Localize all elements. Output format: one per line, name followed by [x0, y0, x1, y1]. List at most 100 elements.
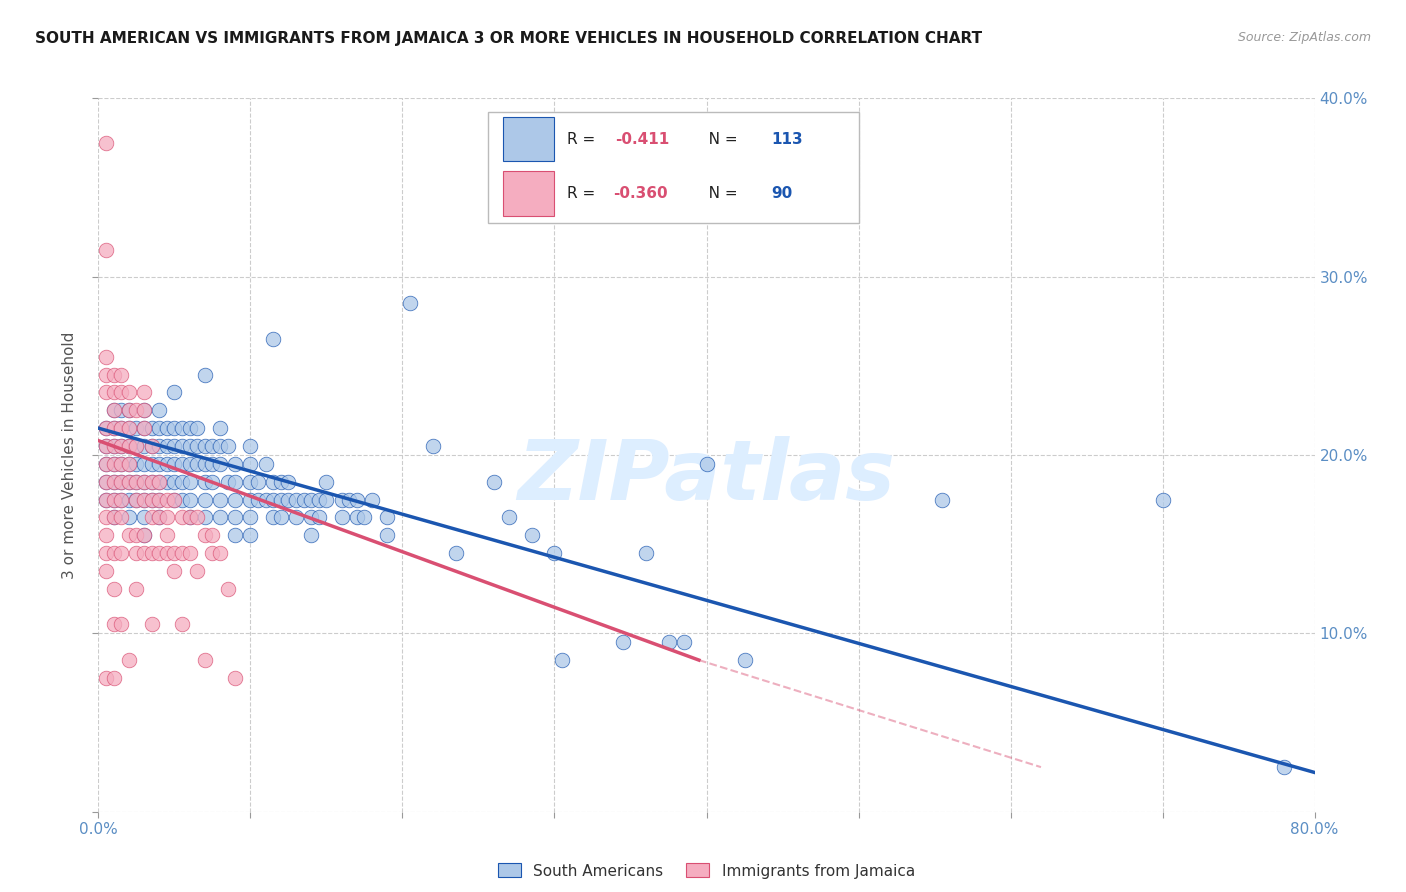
Point [125, 582, 148, 596]
Point [132, 403, 155, 417]
Point [239, 457, 262, 471]
Point [118, 403, 141, 417]
Text: 90: 90 [770, 186, 792, 201]
Point [94, 510, 117, 524]
Point [170, 439, 193, 453]
Point [224, 492, 246, 507]
Point [179, 457, 201, 471]
Point [148, 492, 170, 507]
FancyBboxPatch shape [503, 117, 554, 161]
Point [141, 546, 163, 560]
Point [194, 439, 217, 453]
Point [170, 475, 193, 489]
Point [179, 492, 201, 507]
Point [132, 475, 155, 489]
Point [299, 492, 322, 507]
Point [94, 671, 117, 685]
Point [94, 136, 117, 150]
Point [270, 510, 292, 524]
Point [118, 457, 141, 471]
Point [194, 475, 217, 489]
Point [170, 492, 193, 507]
Point [118, 403, 141, 417]
Point [270, 492, 292, 507]
Point [103, 475, 125, 489]
Point [103, 439, 125, 453]
Point [148, 510, 170, 524]
Point [239, 492, 262, 507]
Point [132, 492, 155, 507]
Point [132, 439, 155, 453]
Point [285, 492, 308, 507]
Point [103, 492, 125, 507]
Point [156, 439, 179, 453]
Point [141, 475, 163, 489]
Point [498, 510, 520, 524]
Text: N =: N = [695, 132, 742, 147]
Point [110, 546, 132, 560]
Point [163, 564, 186, 578]
Text: N =: N = [695, 186, 742, 201]
Point [217, 582, 239, 596]
Point [118, 475, 141, 489]
Text: 113: 113 [770, 132, 803, 147]
Point [94, 439, 117, 453]
Point [657, 635, 679, 649]
Point [118, 528, 141, 542]
Point [125, 475, 148, 489]
Point [103, 403, 125, 417]
Point [299, 528, 322, 542]
Point [170, 457, 193, 471]
Point [270, 475, 292, 489]
Point [931, 492, 953, 507]
Point [186, 421, 208, 435]
Text: -0.360: -0.360 [613, 186, 668, 201]
FancyBboxPatch shape [503, 171, 554, 216]
Point [132, 528, 155, 542]
Point [94, 492, 117, 507]
Point [94, 475, 117, 489]
Point [125, 457, 148, 471]
Point [141, 421, 163, 435]
Point [224, 528, 246, 542]
Point [148, 439, 170, 453]
Point [148, 457, 170, 471]
Point [132, 528, 155, 542]
Point [247, 492, 270, 507]
Point [262, 475, 284, 489]
Point [125, 403, 148, 417]
Point [148, 475, 170, 489]
Point [110, 475, 132, 489]
Text: ZIPatlas: ZIPatlas [517, 436, 896, 516]
Point [103, 457, 125, 471]
Point [163, 492, 186, 507]
Point [103, 421, 125, 435]
Text: SOUTH AMERICAN VS IMMIGRANTS FROM JAMAICA 3 OR MORE VEHICLES IN HOUSEHOLD CORREL: SOUTH AMERICAN VS IMMIGRANTS FROM JAMAIC… [35, 31, 983, 46]
Point [118, 385, 141, 400]
Point [179, 546, 201, 560]
Point [141, 492, 163, 507]
Point [110, 439, 132, 453]
Point [170, 546, 193, 560]
Point [239, 439, 262, 453]
Point [186, 439, 208, 453]
Point [209, 421, 232, 435]
Point [148, 510, 170, 524]
Point [132, 457, 155, 471]
Point [634, 546, 657, 560]
Point [148, 475, 170, 489]
Point [209, 457, 232, 471]
Point [444, 546, 467, 560]
Point [224, 457, 246, 471]
Point [103, 582, 125, 596]
Point [110, 421, 132, 435]
Point [194, 510, 217, 524]
Point [132, 492, 155, 507]
Point [94, 475, 117, 489]
Point [163, 546, 186, 560]
Point [118, 510, 141, 524]
Point [94, 439, 117, 453]
Point [141, 439, 163, 453]
Point [118, 421, 141, 435]
Point [292, 492, 315, 507]
